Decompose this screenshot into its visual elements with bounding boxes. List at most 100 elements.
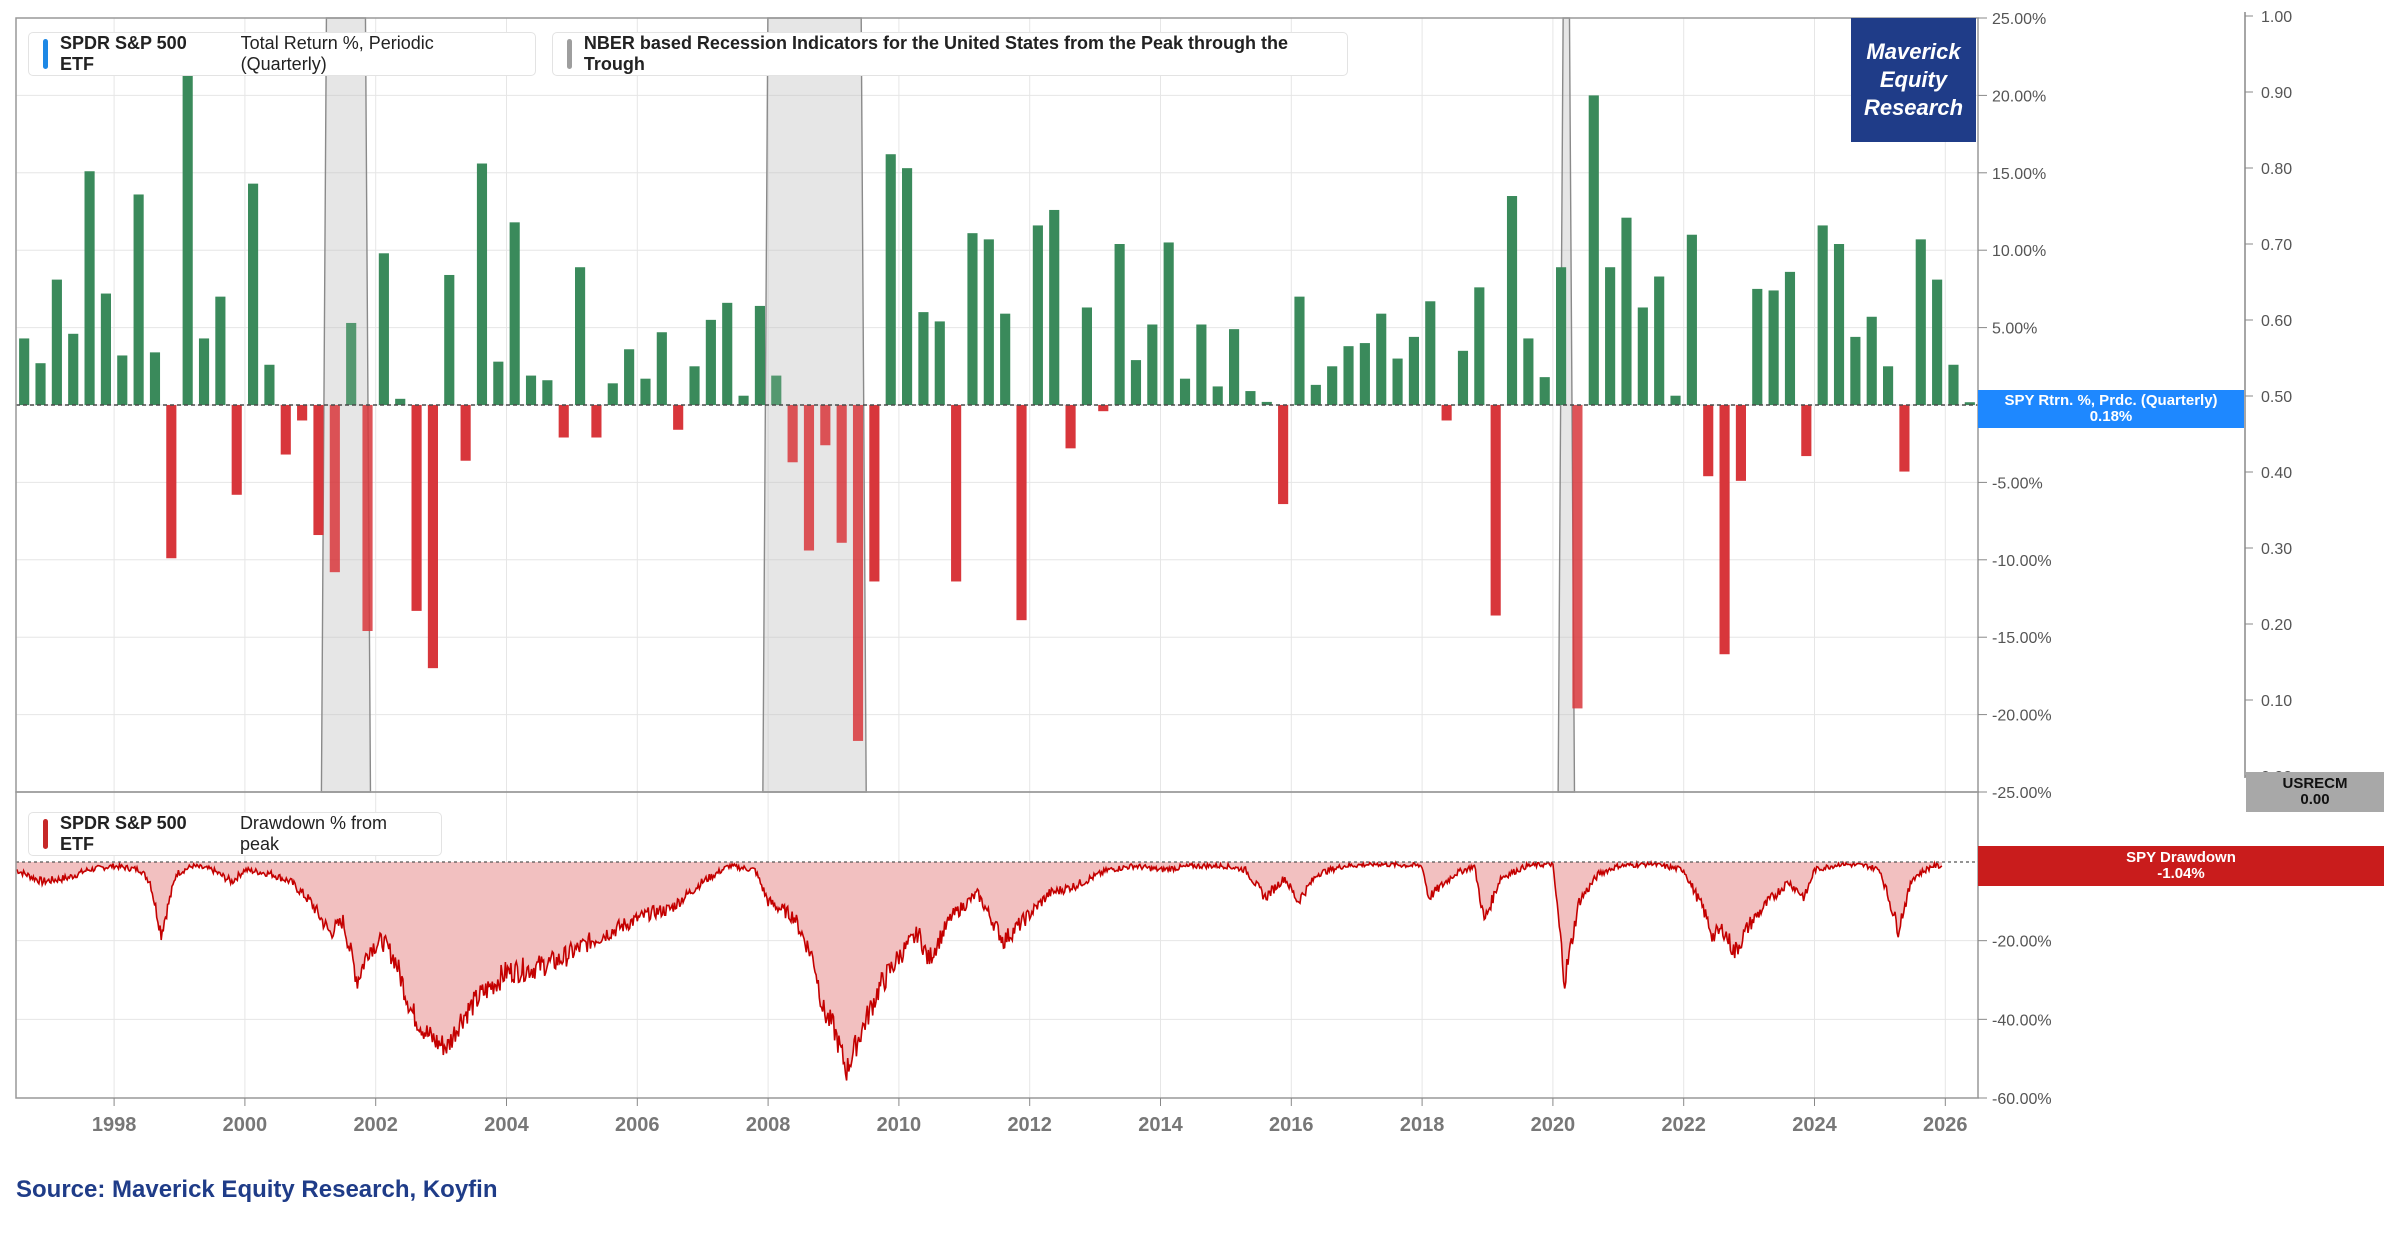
return-bar <box>722 302 733 405</box>
return-bar <box>1588 95 1599 406</box>
x-tick-label-2014: 2014 <box>1138 1114 1183 1136</box>
return-bar <box>1752 288 1763 405</box>
return-bar <box>1964 402 1975 405</box>
return-bar <box>1539 377 1550 405</box>
x-tick-label-2026: 2026 <box>1923 1114 1968 1136</box>
return-bar <box>1801 405 1812 457</box>
return-bar <box>836 405 847 543</box>
bottom-panel-frame <box>15 791 1979 1099</box>
legend-color-swatch <box>43 819 48 849</box>
return-bar <box>1474 287 1485 405</box>
y2-tick-label: 0.90 <box>2261 85 2292 102</box>
legend-color-swatch <box>43 39 48 69</box>
return-bar <box>624 349 635 405</box>
x-tick-label-2002: 2002 <box>353 1114 398 1136</box>
x-tick-label-2012: 2012 <box>1007 1114 1052 1136</box>
return-bar <box>264 364 275 405</box>
return-bar <box>591 405 602 438</box>
y2-tick-label: 0.40 <box>2261 465 2292 482</box>
return-bar <box>542 380 553 405</box>
return-bar <box>1817 225 1828 405</box>
y-tick-label: -15.00% <box>1992 630 2052 647</box>
brand-line-3: Research <box>1863 95 1964 120</box>
return-bar <box>1343 346 1354 405</box>
y-tick-label: -20.00% <box>1992 708 2052 725</box>
x-tick-label-2000: 2000 <box>223 1114 268 1136</box>
tag-usrecm: USRECM 0.00 <box>2246 772 2384 812</box>
return-bar <box>1703 405 1714 477</box>
return-bar <box>231 405 242 495</box>
return-bar <box>771 375 782 405</box>
return-bar <box>885 154 896 405</box>
return-bar <box>1130 360 1142 405</box>
return-bar <box>1915 239 1926 405</box>
return-bar <box>100 293 111 405</box>
x-tick-label-2010: 2010 <box>877 1114 922 1136</box>
return-bar <box>738 395 749 405</box>
return-bar <box>1229 329 1240 405</box>
y-tick-label: -10.00% <box>1992 553 2052 570</box>
return-bar <box>1686 234 1697 405</box>
return-bar <box>640 378 651 405</box>
return-bar <box>1327 366 1338 405</box>
y-tick-label: 20.00% <box>1992 88 2046 105</box>
return-bar <box>852 405 864 741</box>
return-bar <box>1179 378 1191 405</box>
return-bar <box>1016 405 1027 621</box>
return-bar <box>149 352 161 405</box>
return-bar <box>1899 405 1910 472</box>
return-bar <box>133 194 144 405</box>
x-tick-label-2004: 2004 <box>484 1114 529 1136</box>
return-bar <box>1866 316 1877 405</box>
drawdown-line <box>15 859 1943 1081</box>
secondary-y-axis: 1.00 0.90 0.80 0.70 0.60 0.50 0.40 0.30 0.20 0.10… <box>2244 9 2292 786</box>
y-tick-label: -25.00% <box>1992 785 2052 802</box>
y2-tick-label: 0.80 <box>2261 161 2292 178</box>
return-bar <box>820 405 831 446</box>
return-bar <box>1212 386 1223 405</box>
legend-spy-drawdown[interactable]: SPDR S&P 500 ETF Drawdown % from peak <box>28 812 442 856</box>
legend-series-name: SPDR S&P 500 ETF <box>59 33 187 74</box>
legend-series-name: SPDR S&P 500 ETF <box>59 813 187 854</box>
return-bar <box>1294 296 1305 405</box>
return-bar <box>1000 313 1011 405</box>
return-bar <box>1948 364 1959 405</box>
return-bar <box>378 253 389 405</box>
legend-recession[interactable]: NBER based Recession Indicators for the … <box>552 32 1348 76</box>
y2-tick-label: 0.30 <box>2261 541 2292 558</box>
return-bar <box>1376 313 1387 405</box>
legend-metric-name: Drawdown % from peak <box>239 813 387 854</box>
bottom-y-axis: 0.00%-20.00%-40.00%-60.00% <box>1978 855 2052 1108</box>
return-bar <box>1621 217 1632 405</box>
return-bar <box>673 405 684 430</box>
return-bar <box>656 332 667 405</box>
y2-tick-label: 0.60 <box>2261 313 2292 330</box>
return-bar <box>787 405 798 463</box>
return-bar <box>1359 343 1370 405</box>
return-bar <box>1768 290 1779 405</box>
legend-spy-return[interactable]: SPDR S&P 500 ETF Total Return %, Periodi… <box>28 32 536 76</box>
return-bars <box>19 75 1975 741</box>
return-bar <box>1261 401 1272 405</box>
return-bar <box>1408 336 1419 405</box>
return-bar <box>1850 336 1861 405</box>
return-bar <box>1392 358 1403 405</box>
return-bar <box>35 363 46 405</box>
return-bar <box>1735 405 1746 481</box>
return-bar <box>1719 405 1730 655</box>
x-axis: 1998 2000 2002 2004 2006 2008 2010 2012 2014 2016… <box>92 1098 1968 1136</box>
y2-tick-label: 1.00 <box>2261 9 2292 26</box>
return-bar <box>444 274 455 405</box>
return-bar <box>1098 405 1109 412</box>
y-tick-label: 10.00% <box>1992 243 2046 260</box>
return-bar <box>68 333 79 405</box>
return-bar <box>1114 244 1125 405</box>
return-bar <box>1441 405 1452 421</box>
return-bar <box>558 405 569 438</box>
y-tick-label: 25.00% <box>1992 11 2046 28</box>
return-bar <box>1032 225 1043 405</box>
return-bar <box>1457 350 1469 405</box>
return-bar <box>689 366 700 405</box>
y-tick-label: -60.00% <box>1992 1091 2052 1108</box>
